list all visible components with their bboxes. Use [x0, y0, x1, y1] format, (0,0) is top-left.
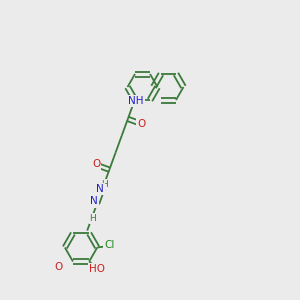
Text: N: N: [96, 184, 104, 194]
Text: H: H: [101, 180, 108, 189]
Text: HO: HO: [89, 265, 105, 275]
Text: O: O: [137, 119, 145, 130]
Text: Cl: Cl: [104, 241, 114, 250]
Text: H: H: [89, 214, 96, 223]
Text: NH: NH: [128, 96, 144, 106]
Text: O: O: [55, 262, 63, 272]
Text: O: O: [92, 159, 100, 169]
Text: N: N: [90, 196, 98, 206]
